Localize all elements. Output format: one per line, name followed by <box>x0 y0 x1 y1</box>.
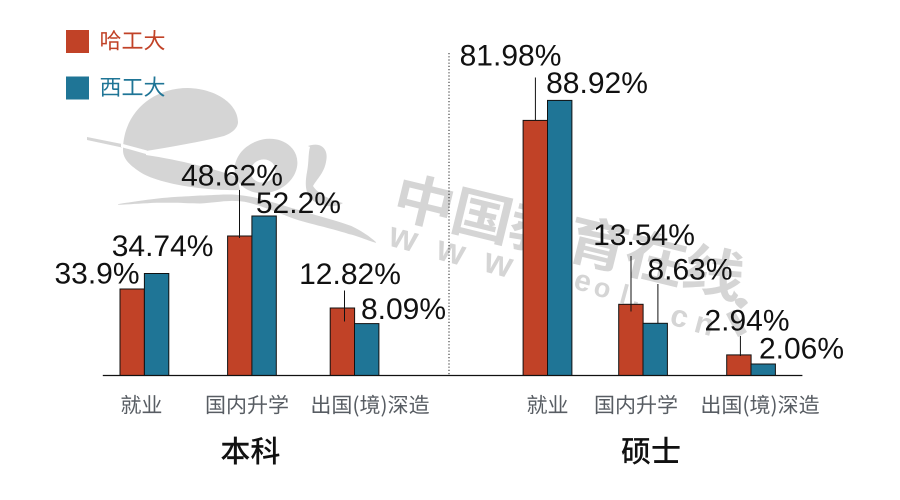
svg-text:2.06%: 2.06% <box>759 332 844 365</box>
svg-text:34.74%: 34.74% <box>112 230 214 263</box>
svg-text:13.54%: 13.54% <box>593 219 695 252</box>
svg-text:8.09%: 8.09% <box>361 293 446 326</box>
svg-text:8.63%: 8.63% <box>647 253 732 286</box>
svg-text:33.9%: 33.9% <box>54 258 139 291</box>
svg-text:88.92%: 88.92% <box>546 67 648 100</box>
svg-text:52.2%: 52.2% <box>256 187 341 220</box>
svg-text:o: o <box>591 271 615 304</box>
svg-text:2.94%: 2.94% <box>704 305 789 338</box>
svg-text:81.98%: 81.98% <box>460 39 562 72</box>
svg-text:12.82%: 12.82% <box>299 258 401 291</box>
svg-text:48.62%: 48.62% <box>181 160 283 193</box>
